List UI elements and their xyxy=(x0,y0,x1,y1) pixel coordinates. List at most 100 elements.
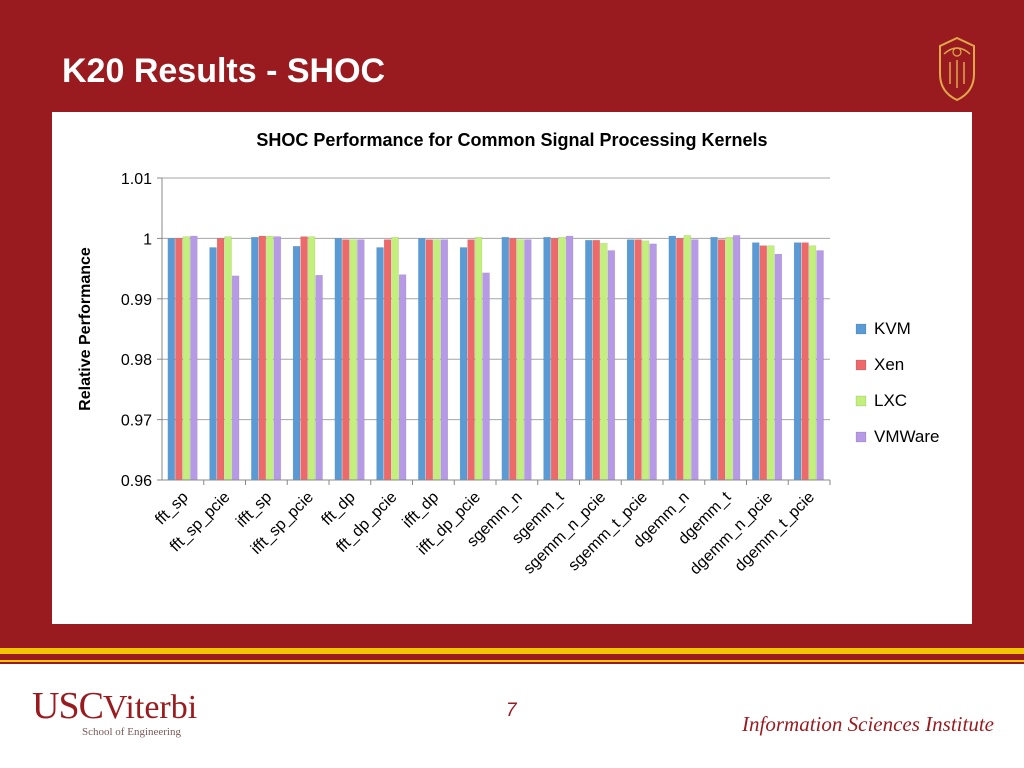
bar-vmware-dgemm_t_pcie xyxy=(816,250,824,481)
bar-lxc-fft_dp xyxy=(349,239,358,481)
x-tick-label: fft_sp xyxy=(152,489,192,529)
bar-xen-dgemm_n xyxy=(676,238,684,481)
bar-lxc-fft_dp_pcie xyxy=(391,236,399,481)
bar-kvm-ifft_dp xyxy=(418,238,426,481)
footer-organization: Information Sciences Institute xyxy=(742,712,994,736)
y-tick-label: 1.01 xyxy=(121,171,152,188)
y-tick-label: 0.98 xyxy=(121,352,152,369)
logo-subtitle: School of Engineering xyxy=(82,726,181,738)
bar-vmware-ifft_dp xyxy=(440,239,449,481)
bar-kvm-sgemm_n_pcie xyxy=(585,239,593,481)
bar-xen-fft_sp_pcie xyxy=(216,238,225,481)
bar-vmware-dgemm_t xyxy=(732,235,741,481)
bar-xen-fft_sp xyxy=(175,238,183,481)
bar-vmware-sgemm_n_pcie xyxy=(607,250,616,481)
bar-kvm-fft_dp_pcie xyxy=(376,247,384,481)
bar-xen-dgemm_t_pcie xyxy=(801,242,809,481)
bar-lxc-fft_sp xyxy=(182,236,191,481)
bar-kvm-fft_sp_pcie xyxy=(209,247,217,481)
y-axis-label: Relative Performance xyxy=(77,247,94,411)
bar-kvm-sgemm_t_pcie xyxy=(626,239,635,481)
legend-swatch-xen xyxy=(855,359,867,371)
y-tick-label: 0.99 xyxy=(121,292,152,309)
bar-lxc-ifft_dp_pcie xyxy=(474,236,483,481)
gold-divider-thin xyxy=(0,660,1024,662)
bar-kvm-dgemm_t_pcie xyxy=(793,242,802,481)
bar-kvm-dgemm_t xyxy=(710,236,718,481)
bar-vmware-dgemm_n xyxy=(691,239,699,481)
usc-seal-logo xyxy=(939,36,975,102)
legend-swatch-vmware xyxy=(855,431,867,443)
bar-xen-sgemm_t_pcie xyxy=(634,239,642,481)
logo-usc-text: USC xyxy=(32,685,104,727)
bars xyxy=(167,235,824,481)
bar-lxc-dgemm_t_pcie xyxy=(808,245,817,481)
bar-lxc-dgemm_t xyxy=(725,236,733,481)
bar-vmware-sgemm_n xyxy=(524,239,532,481)
bar-kvm-ifft_sp_pcie xyxy=(292,246,301,481)
bar-vmware-fft_sp xyxy=(190,235,198,481)
bar-lxc-fft_sp_pcie xyxy=(224,236,232,481)
bar-xen-fft_dp xyxy=(342,239,350,481)
bar-lxc-ifft_sp xyxy=(266,235,274,481)
bar-xen-dgemm_n_pcie xyxy=(759,245,768,481)
y-tick-label: 1 xyxy=(143,231,152,248)
legend-label-lxc: LXC xyxy=(874,391,907,410)
chart-panel: SHOC Performance for Common Signal Proce… xyxy=(52,112,972,624)
footer xyxy=(0,664,1024,768)
page-number: 7 xyxy=(506,700,517,721)
gold-divider xyxy=(0,648,1024,654)
bar-vmware-sgemm_t_pcie xyxy=(649,243,657,481)
bar-lxc-sgemm_t_pcie xyxy=(641,240,650,481)
y-tick-labels: 0.96 0.97 0.98 0.99 1 1.01 xyxy=(121,171,152,490)
bar-xen-ifft_sp xyxy=(258,235,267,481)
bar-lxc-dgemm_n_pcie xyxy=(767,245,775,481)
bar-xen-dgemm_t xyxy=(717,239,726,481)
bar-xen-sgemm_n_pcie xyxy=(592,239,601,481)
axes xyxy=(157,177,831,485)
bar-vmware-fft_dp xyxy=(357,239,365,481)
bar-kvm-fft_sp xyxy=(167,238,176,481)
bar-kvm-ifft_sp xyxy=(251,236,259,481)
bar-kvm-fft_dp xyxy=(334,238,343,481)
bar-vmware-sgemm_t xyxy=(565,235,574,481)
bar-lxc-ifft_sp_pcie xyxy=(307,236,316,481)
bar-lxc-dgemm_n xyxy=(683,235,692,481)
bar-vmware-ifft_dp_pcie xyxy=(482,272,490,481)
x-tick-label: fft_dp xyxy=(319,489,359,529)
bar-vmware-dgemm_n_pcie xyxy=(774,253,783,481)
bar-xen-fft_dp_pcie xyxy=(383,239,392,481)
slide-title: K20 Results - SHOC xyxy=(62,52,386,90)
chart-title: SHOC Performance for Common Signal Proce… xyxy=(256,130,767,150)
legend-label-kvm: KVM xyxy=(874,319,911,338)
usc-viterbi-logo: USCViterbi xyxy=(32,684,197,728)
bar-xen-ifft_sp_pcie xyxy=(300,236,308,481)
bar-lxc-sgemm_n_pcie xyxy=(600,242,608,481)
y-tick-label: 0.96 xyxy=(121,473,152,490)
legend: KVM Xen LXC VMWare xyxy=(855,319,940,446)
bar-kvm-sgemm_t xyxy=(543,236,551,481)
bar-chart: SHOC Performance for Common Signal Proce… xyxy=(77,130,940,578)
legend-label-vmware: VMWare xyxy=(874,427,940,446)
bar-lxc-ifft_dp xyxy=(433,239,441,481)
y-tick-label: 0.97 xyxy=(121,413,152,430)
bar-vmware-ifft_sp xyxy=(273,236,282,481)
bar-kvm-dgemm_n xyxy=(668,235,677,481)
bar-xen-ifft_dp xyxy=(425,239,434,481)
bar-xen-sgemm_t xyxy=(550,238,559,481)
bar-kvm-sgemm_n xyxy=(501,236,510,481)
bar-vmware-fft_sp_pcie xyxy=(231,275,240,481)
bar-lxc-sgemm_n xyxy=(516,239,525,481)
bar-vmware-fft_dp_pcie xyxy=(398,274,407,481)
bar-kvm-ifft_dp_pcie xyxy=(459,247,468,481)
legend-swatch-lxc xyxy=(855,395,867,407)
legend-label-xen: Xen xyxy=(874,355,904,374)
bar-xen-ifft_dp_pcie xyxy=(467,239,475,481)
bar-lxc-sgemm_t xyxy=(558,236,566,481)
bar-xen-sgemm_n xyxy=(509,238,517,481)
bar-vmware-ifft_sp_pcie xyxy=(315,274,323,481)
logo-viterbi-text: Viterbi xyxy=(102,689,198,726)
legend-swatch-kvm xyxy=(855,323,867,335)
bar-kvm-dgemm_n_pcie xyxy=(752,242,760,481)
